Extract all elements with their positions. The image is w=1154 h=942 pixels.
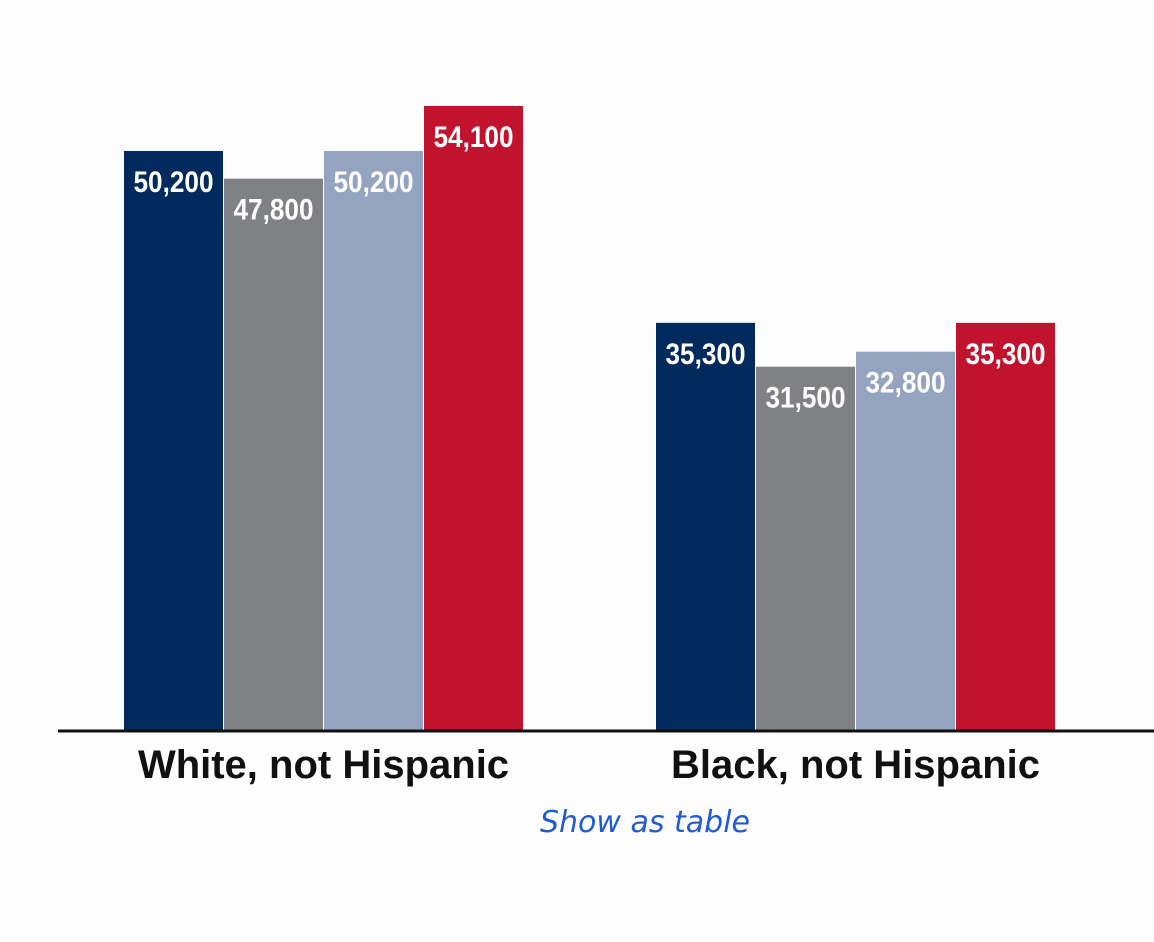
category-label: White, not Hispanic bbox=[138, 743, 509, 787]
bar-2-4 bbox=[956, 322, 1055, 730]
bar-value-label: 50,200 bbox=[334, 166, 414, 199]
bar-1-3 bbox=[324, 150, 423, 730]
bar-1-1 bbox=[124, 150, 223, 730]
bar-value-label: 32,800 bbox=[866, 367, 946, 400]
bar-1-4 bbox=[424, 106, 523, 730]
bar-value-label: 35,300 bbox=[666, 338, 746, 371]
bar-value-label: 50,200 bbox=[134, 166, 214, 199]
bar-2-2 bbox=[756, 366, 855, 730]
bar-chart: 50,200 47,800 50,200 54,100 White, not Hispa… bbox=[58, 106, 1154, 787]
bar-2-1 bbox=[656, 322, 755, 730]
bar-1-2 bbox=[224, 178, 323, 731]
show-as-table-link[interactable]: Show as table bbox=[539, 805, 750, 840]
bar-value-label: 31,500 bbox=[766, 382, 846, 415]
category-label: Black, not Hispanic bbox=[671, 743, 1040, 787]
bar-2-3 bbox=[856, 351, 955, 730]
chart-svg: 50,200 47,800 50,200 54,100 White, not Hispa… bbox=[58, 106, 1154, 787]
bar-value-label: 35,300 bbox=[966, 338, 1046, 371]
bar-value-label: 54,100 bbox=[434, 121, 514, 154]
bar-value-label: 47,800 bbox=[234, 194, 314, 227]
